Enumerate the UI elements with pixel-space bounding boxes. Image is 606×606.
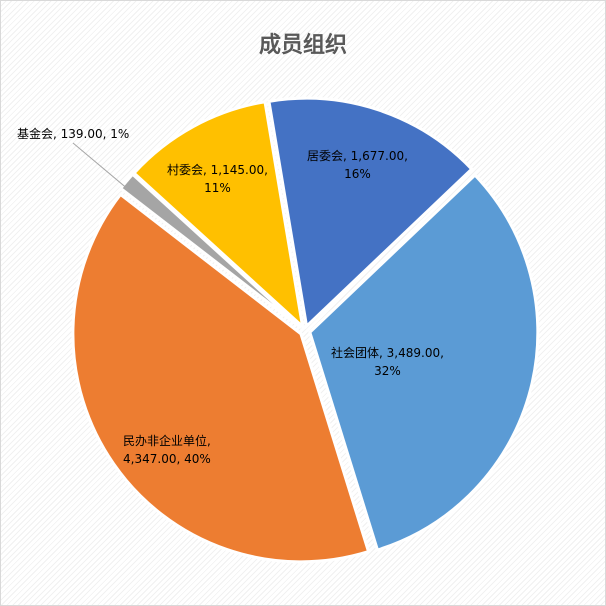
data-label: 村委会, 1,145.00, 11% [167, 163, 268, 195]
data-label: 民办非企业单位, 4,347.00, 40% [123, 434, 211, 466]
chart-title: 成员组织 [258, 33, 347, 58]
data-label-label: 基金会 [17, 127, 54, 141]
data-label-label: 社会团体 [331, 346, 380, 360]
data-label: 居委会, 1,677.00, 16% [307, 149, 408, 181]
pie-slice-4 [131, 100, 305, 331]
pie-slice-1 [308, 172, 540, 552]
data-label-label: 村委会 [167, 163, 204, 177]
data-label-value_text: 1,677.00 [350, 149, 405, 163]
data-label-percent: 1% [110, 127, 130, 141]
data-label-percent: 16% [344, 167, 371, 181]
pie-slice-2 [71, 192, 371, 564]
pie-slice-3 [118, 172, 303, 329]
data-label-label: 民办非企业单位 [123, 434, 208, 448]
data-label-percent: 11% [204, 181, 231, 195]
data-label-percent: 32% [374, 364, 401, 378]
data-label-percent: 40% [184, 452, 211, 466]
data-label-value_text: 4,347.00 [123, 452, 177, 466]
data-label-value_text: 139.00 [60, 127, 103, 141]
data-label: 基金会, 139.00, 1% [17, 127, 130, 141]
leader-line [72, 142, 130, 191]
data-label: 社会团体, 3,489.00, 32% [331, 346, 444, 378]
pie-slice-0 [267, 96, 474, 330]
data-label-label: 居委会 [307, 149, 344, 163]
data-label-value_text: 3,489.00 [386, 346, 441, 360]
data-label-value_text: 1,145.00 [210, 163, 265, 177]
